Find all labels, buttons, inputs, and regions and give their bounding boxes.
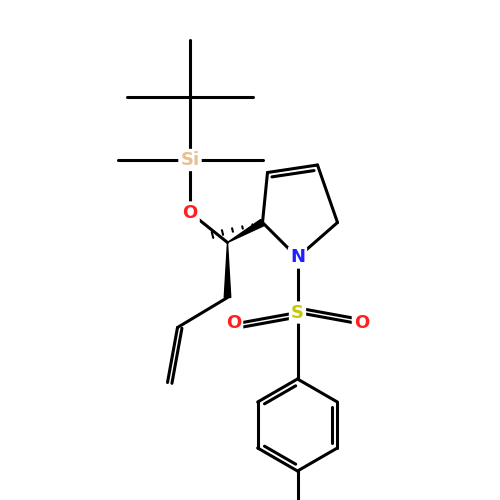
Text: S: S (291, 304, 304, 322)
Text: O: O (354, 314, 369, 332)
Text: O: O (182, 204, 198, 222)
Text: O: O (226, 314, 241, 332)
Polygon shape (224, 242, 231, 298)
Text: Si: Si (180, 151, 200, 169)
Polygon shape (228, 220, 264, 242)
Text: N: N (290, 248, 305, 266)
